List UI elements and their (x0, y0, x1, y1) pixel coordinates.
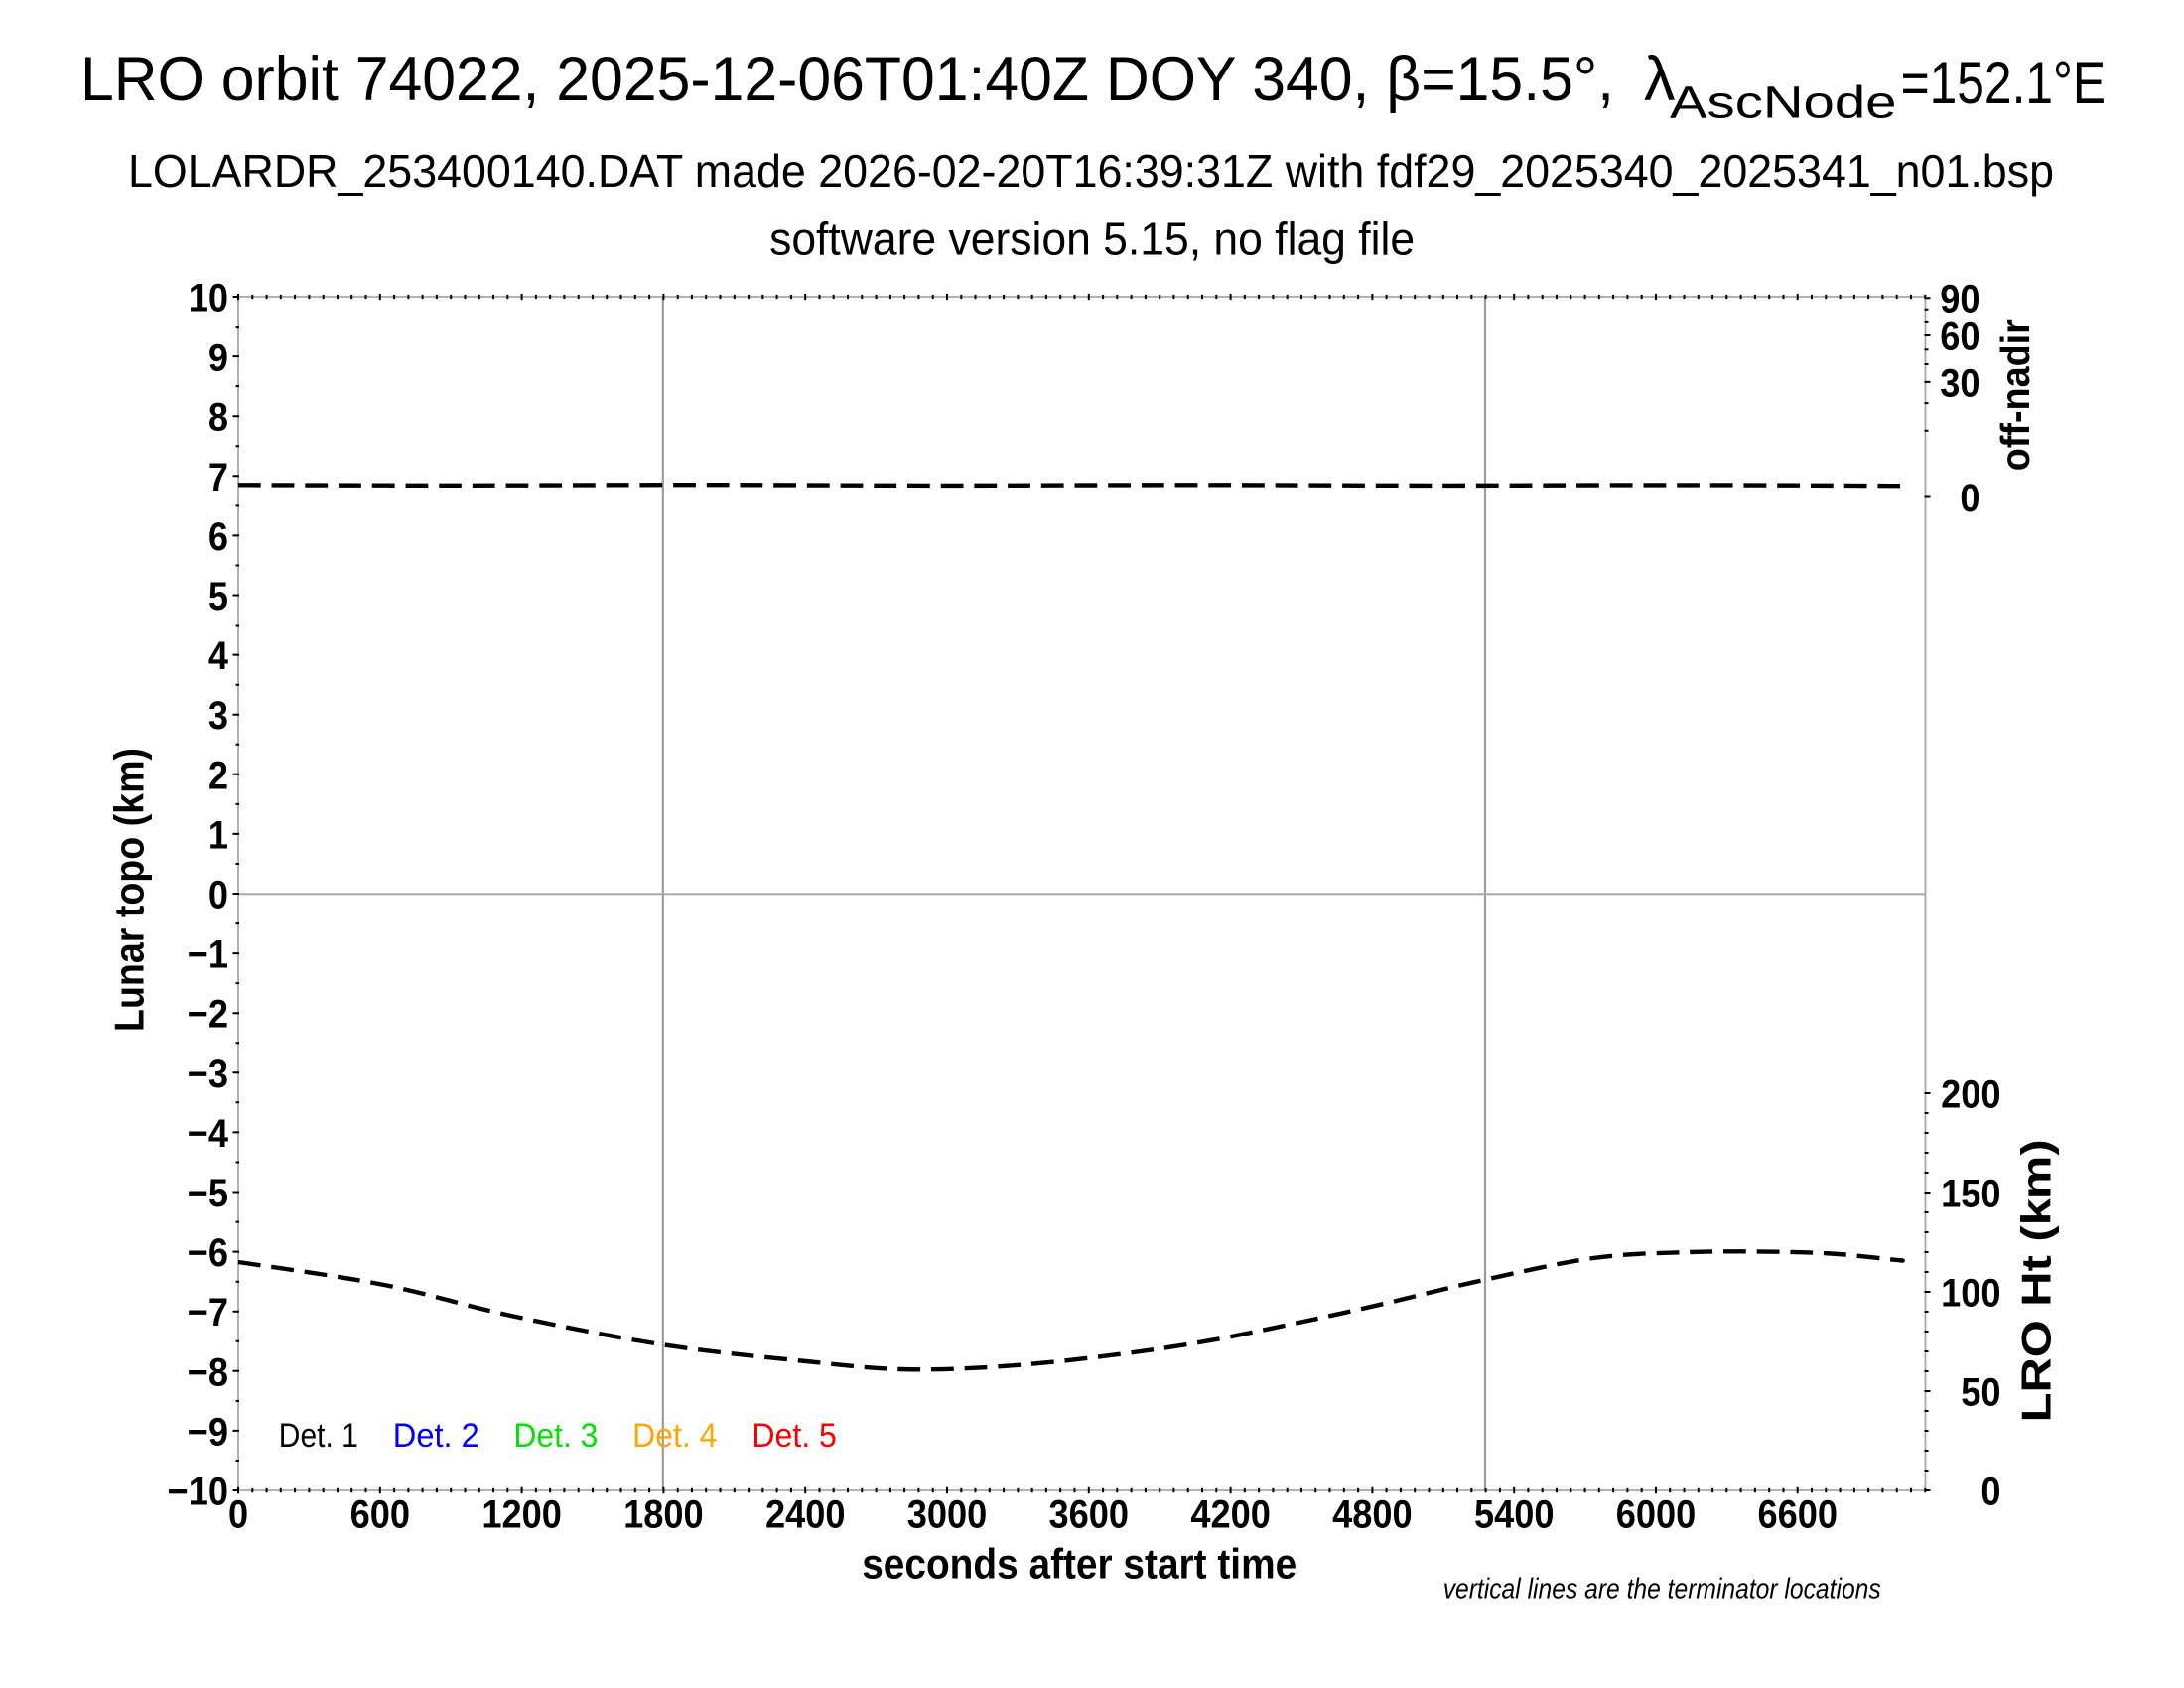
svg-text:6600: 6600 (1757, 1493, 1838, 1537)
svg-text:6: 6 (208, 515, 228, 559)
svg-text:−3: −3 (188, 1053, 228, 1096)
svg-text:5400: 5400 (1474, 1493, 1555, 1537)
svg-text:Det. 4: Det. 4 (632, 1417, 718, 1455)
svg-text:Det. 1: Det. 1 (279, 1417, 358, 1455)
svg-text:4: 4 (208, 634, 229, 678)
svg-text:−9: −9 (188, 1410, 228, 1454)
svg-text:−10: −10 (168, 1471, 228, 1514)
svg-text:=152.1°E: =152.1°E (1901, 50, 2107, 116)
svg-text:Det. 3: Det. 3 (513, 1417, 598, 1455)
svg-text:0: 0 (1980, 1471, 2000, 1514)
svg-text:2400: 2400 (765, 1493, 846, 1537)
svg-text:8: 8 (208, 396, 228, 440)
svg-text:9: 9 (208, 337, 228, 380)
svg-text:200: 200 (1941, 1073, 2000, 1117)
svg-text:10: 10 (189, 277, 228, 321)
svg-text:seconds after start time: seconds after start time (862, 1540, 1297, 1588)
svg-text:3: 3 (208, 694, 228, 738)
svg-text:0: 0 (208, 874, 228, 917)
svg-text:Det. 2: Det. 2 (393, 1417, 479, 1455)
svg-text:1200: 1200 (481, 1493, 562, 1537)
svg-text:7: 7 (208, 456, 228, 499)
svg-text:0: 0 (228, 1493, 248, 1537)
svg-text:−1: −1 (188, 933, 228, 977)
svg-text:−4: −4 (188, 1112, 229, 1156)
svg-text:−2: −2 (188, 993, 228, 1037)
svg-text:software version 5.15, no flag: software version 5.15, no flag file (769, 212, 1415, 264)
svg-text:1800: 1800 (623, 1493, 704, 1537)
svg-text:−5: −5 (188, 1172, 228, 1215)
svg-text:Det. 5: Det. 5 (751, 1417, 837, 1455)
svg-text:−6: −6 (188, 1231, 228, 1275)
svg-text:AscNode: AscNode (1670, 76, 1897, 127)
svg-text:LOLARDR_253400140.DAT made 202: LOLARDR_253400140.DAT made 2026-02-20T16… (128, 145, 2054, 197)
svg-text:600: 600 (350, 1493, 410, 1537)
svg-text:4200: 4200 (1190, 1493, 1271, 1537)
svg-text:1: 1 (208, 813, 228, 857)
svg-text:−7: −7 (188, 1291, 228, 1335)
svg-text:30: 30 (1940, 361, 1979, 405)
svg-text:60: 60 (1940, 315, 1979, 358)
svg-text:vertical lines are the termina: vertical lines are the terminator locati… (1443, 1574, 1881, 1606)
svg-text:off-nadir: off-nadir (1992, 319, 2038, 471)
svg-text:−8: −8 (188, 1350, 228, 1394)
svg-text:5: 5 (208, 575, 228, 619)
svg-text:Lunar topo (km): Lunar topo (km) (106, 748, 153, 1032)
svg-text:LRO orbit 74022, 2025-12-06T01: LRO orbit 74022, 2025-12-06T01:40Z DOY 3… (80, 45, 1614, 114)
svg-text:150: 150 (1941, 1173, 2000, 1216)
svg-text:2: 2 (208, 754, 228, 797)
svg-text:100: 100 (1941, 1272, 2000, 1316)
svg-text:4800: 4800 (1332, 1493, 1413, 1537)
svg-text:3600: 3600 (1049, 1493, 1130, 1537)
svg-text:3000: 3000 (907, 1493, 988, 1537)
svg-text:λ: λ (1644, 45, 1676, 114)
svg-text:0: 0 (1960, 477, 1979, 520)
svg-text:90: 90 (1940, 278, 1979, 322)
svg-text:50: 50 (1961, 1371, 2000, 1415)
svg-text:6000: 6000 (1616, 1493, 1697, 1537)
svg-text:LRO Ht (km): LRO Ht (km) (2013, 1139, 2060, 1422)
